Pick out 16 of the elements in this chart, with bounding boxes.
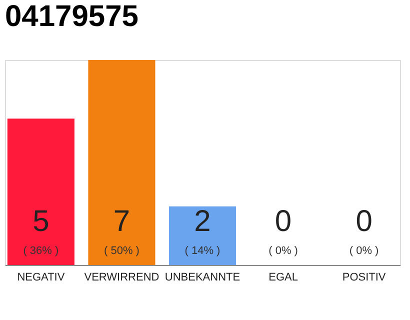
annotation: ( 14% ) (184, 245, 220, 257)
data-label: 0 (356, 205, 372, 238)
x-tick-label: VERWIRREND (84, 272, 160, 284)
annotation: ( 0% ) (268, 245, 298, 257)
annotation: ( 36% ) (23, 245, 59, 257)
data-label: 2 (194, 205, 211, 238)
data-label: 5 (32, 205, 50, 238)
chart-title: 04179575 (5, 0, 138, 33)
annotation: ( 50% ) (104, 245, 140, 257)
data-label: 0 (274, 205, 292, 238)
x-tick-label: POSITIV (342, 272, 386, 284)
x-tick-label: EGAL (268, 272, 298, 284)
data-label: 7 (113, 205, 130, 238)
annotation: ( 0% ) (349, 245, 379, 257)
x-tick-label: NEGATIV (17, 272, 66, 284)
x-tick-label: UNBEKANNTE (164, 272, 240, 284)
